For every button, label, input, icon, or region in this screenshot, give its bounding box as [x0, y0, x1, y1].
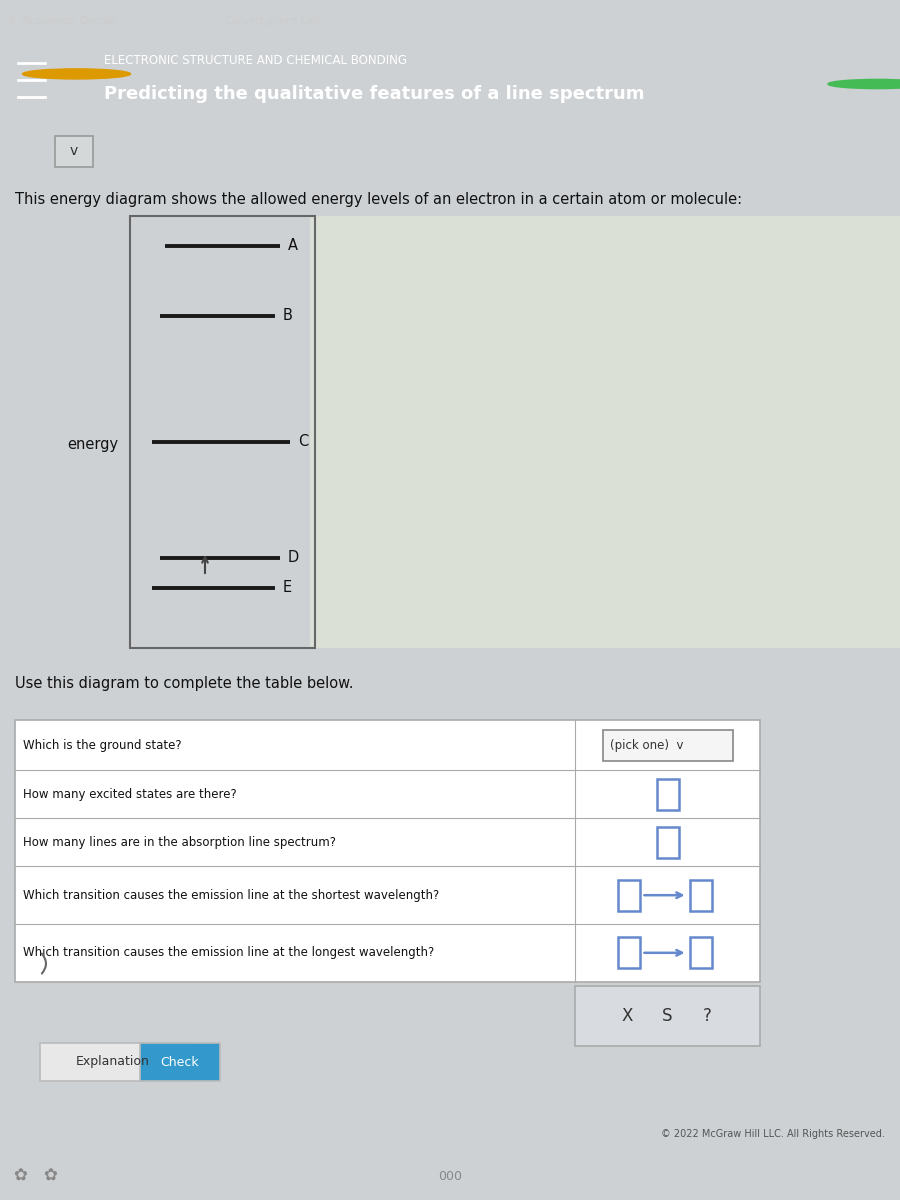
Text: (pick one)  v: (pick one) v [610, 739, 684, 751]
Text: D: D [288, 551, 299, 565]
Text: © 2022 McGraw Hill LLC. All Rights Reserved.: © 2022 McGraw Hill LLC. All Rights Reser… [662, 1129, 885, 1139]
Text: Explanation: Explanation [76, 1056, 149, 1068]
Text: How many excited states are there?: How many excited states are there? [23, 788, 237, 800]
Bar [617, 880, 640, 911]
Bar [689, 880, 712, 911]
Bar [656, 779, 679, 810]
Bar [55, 136, 93, 167]
Bar [15, 818, 760, 866]
Bar [575, 986, 760, 1046]
Text: Which is the ground state?: Which is the ground state? [23, 739, 182, 751]
Bar [310, 216, 900, 648]
Bar [140, 1043, 220, 1081]
Text: X: X [622, 1007, 634, 1025]
Text: ?: ? [703, 1007, 712, 1025]
Bar [15, 720, 760, 982]
Bar [656, 827, 679, 858]
Text: This energy diagram shows the allowed energy levels of an electron in a certain : This energy diagram shows the allowed en… [15, 192, 742, 206]
Bar [40, 1043, 185, 1081]
Bar [689, 937, 712, 968]
Text: energy: energy [67, 437, 118, 451]
Text: 000: 000 [438, 1170, 462, 1182]
Text: E: E [283, 581, 293, 595]
Text: ELECTRONIC STRUCTURE AND CHEMICAL BONDING: ELECTRONIC STRUCTURE AND CHEMICAL BONDIN… [104, 54, 407, 67]
Circle shape [828, 79, 900, 89]
Bar [130, 216, 315, 648]
Text: v: v [70, 144, 78, 158]
Bar [15, 866, 760, 924]
Text: Use this diagram to complete the table below.: Use this diagram to complete the table b… [15, 676, 354, 691]
Text: Check: Check [161, 1056, 199, 1068]
Text: b  Answered: Decide ...: b Answered: Decide ... [9, 16, 130, 26]
Text: A: A [288, 239, 298, 253]
Text: How many lines are in the absorption line spectrum?: How many lines are in the absorption lin… [23, 836, 336, 848]
Bar [15, 720, 760, 982]
Text: ✿: ✿ [14, 1166, 27, 1186]
Bar [15, 770, 760, 818]
Circle shape [22, 68, 130, 79]
Text: C: C [298, 434, 308, 449]
Text: ✿: ✿ [43, 1166, 57, 1186]
Text: S: S [662, 1007, 673, 1025]
Bar [617, 937, 640, 968]
Text: Which transition causes the emission line at the shortest wavelength?: Which transition causes the emission lin… [23, 889, 439, 901]
Bar [602, 730, 733, 761]
Text: Which transition causes the emission line at the longest wavelength?: Which transition causes the emission lin… [23, 947, 434, 959]
Text: B: B [283, 308, 293, 323]
Bar [15, 924, 760, 982]
Bar [15, 720, 760, 770]
Text: Predicting the qualitative features of a line spectrum: Predicting the qualitative features of a… [104, 85, 644, 103]
Text: Convert grams Calc...: Convert grams Calc... [225, 16, 330, 26]
